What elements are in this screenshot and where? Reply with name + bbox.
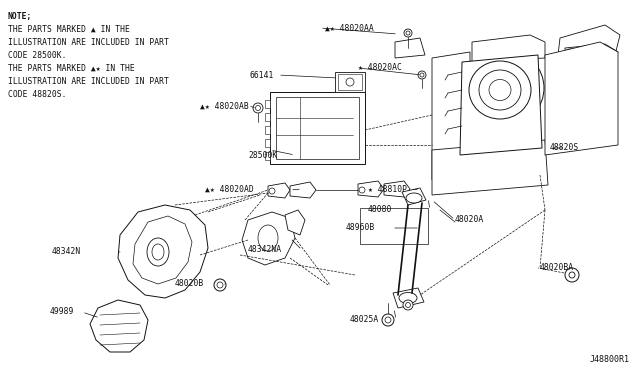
Polygon shape (118, 205, 208, 298)
Ellipse shape (564, 49, 576, 63)
Polygon shape (393, 288, 424, 308)
Ellipse shape (147, 238, 169, 266)
Polygon shape (395, 38, 425, 58)
Text: ▲★ 48020AA: ▲★ 48020AA (325, 23, 374, 32)
Circle shape (565, 268, 579, 282)
Text: 48960B: 48960B (346, 224, 375, 232)
Circle shape (385, 317, 391, 323)
Text: ▲★ 48020AB: ▲★ 48020AB (200, 102, 249, 110)
Circle shape (406, 31, 410, 35)
Bar (270, 92, 365, 164)
Text: ILLUSTRATION ARE INCLUDED IN PART: ILLUSTRATION ARE INCLUDED IN PART (8, 77, 169, 86)
Polygon shape (432, 140, 548, 195)
Polygon shape (133, 216, 192, 284)
Circle shape (569, 272, 575, 278)
Text: 66141: 66141 (250, 71, 275, 80)
Text: 28500K: 28500K (248, 151, 277, 160)
Text: THE PARTS MARKED ▲ IN THE: THE PARTS MARKED ▲ IN THE (8, 25, 130, 34)
Ellipse shape (476, 52, 544, 124)
Ellipse shape (399, 292, 417, 304)
Ellipse shape (479, 70, 521, 110)
Polygon shape (384, 181, 410, 197)
Text: NOTE;: NOTE; (8, 12, 33, 21)
Text: 49989: 49989 (50, 308, 74, 317)
Text: ILLUSTRATION ARE INCLUDED IN PART: ILLUSTRATION ARE INCLUDED IN PART (8, 38, 169, 47)
Circle shape (217, 282, 223, 288)
Text: CODE 28500K.: CODE 28500K. (8, 51, 67, 60)
Bar (360, 208, 428, 244)
Polygon shape (268, 183, 290, 198)
Circle shape (403, 300, 413, 310)
Text: 48080: 48080 (368, 205, 392, 215)
Text: 48342N: 48342N (52, 247, 81, 257)
Polygon shape (358, 181, 384, 197)
Polygon shape (242, 212, 295, 265)
Polygon shape (285, 210, 305, 235)
Text: 48342NA: 48342NA (248, 246, 282, 254)
Ellipse shape (406, 193, 422, 203)
Polygon shape (545, 42, 618, 155)
Bar (265, 139, 270, 147)
Bar (265, 113, 270, 121)
Polygon shape (432, 52, 470, 180)
Polygon shape (565, 44, 618, 64)
Circle shape (255, 106, 260, 110)
Circle shape (406, 302, 410, 308)
Text: ★ 48810P: ★ 48810P (368, 185, 407, 193)
Circle shape (269, 188, 275, 194)
Text: CODE 48820S.: CODE 48820S. (8, 90, 67, 99)
Bar (265, 100, 270, 108)
Text: ▲★ 48020AD: ▲★ 48020AD (205, 185, 253, 193)
Circle shape (253, 103, 263, 113)
Text: 48020B: 48020B (175, 279, 204, 288)
Ellipse shape (496, 73, 524, 103)
Text: 48020BA: 48020BA (540, 263, 574, 273)
Polygon shape (290, 182, 316, 198)
Text: THE PARTS MARKED ▲★ IN THE: THE PARTS MARKED ▲★ IN THE (8, 64, 135, 73)
Ellipse shape (469, 61, 531, 119)
Polygon shape (460, 55, 542, 155)
Circle shape (404, 29, 412, 37)
Text: 48025A: 48025A (350, 315, 380, 324)
Text: 48820S: 48820S (550, 144, 579, 153)
Circle shape (382, 314, 394, 326)
Ellipse shape (486, 62, 534, 114)
Circle shape (214, 279, 226, 291)
Circle shape (420, 73, 424, 77)
Polygon shape (402, 188, 426, 205)
Circle shape (346, 78, 354, 86)
Text: J48800R1: J48800R1 (590, 355, 630, 364)
Bar (265, 126, 270, 134)
Polygon shape (558, 25, 620, 62)
Circle shape (359, 187, 365, 193)
Bar (265, 152, 270, 160)
Polygon shape (472, 35, 545, 62)
Polygon shape (90, 300, 148, 352)
Bar (335, 72, 365, 92)
Ellipse shape (152, 244, 164, 260)
Bar (276, 97, 359, 159)
Ellipse shape (258, 225, 278, 251)
Text: 48020A: 48020A (455, 215, 484, 224)
Circle shape (418, 71, 426, 79)
Ellipse shape (489, 80, 511, 100)
Bar (338, 74, 362, 90)
Text: ★ 48020AC: ★ 48020AC (358, 64, 402, 73)
